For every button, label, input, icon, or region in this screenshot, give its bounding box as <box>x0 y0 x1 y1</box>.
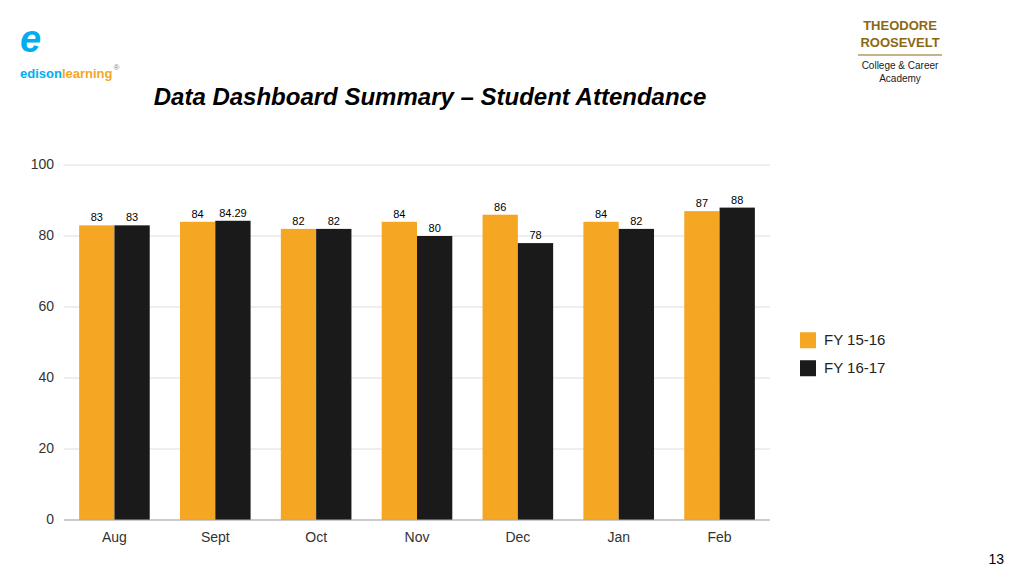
logo-text: edison <box>20 66 62 81</box>
y-tick-label: 20 <box>38 440 54 456</box>
data-label: 82 <box>630 215 642 227</box>
page-number: 13 <box>988 551 1004 567</box>
legend-swatch <box>800 360 816 376</box>
legend-label: FY 16-17 <box>824 359 885 376</box>
logo-text: THEODORE <box>863 18 937 33</box>
logo-mark: e <box>20 18 41 60</box>
data-label: 84 <box>595 208 607 220</box>
logo-text: Academy <box>879 73 921 84</box>
x-tick-label: Dec <box>505 529 530 545</box>
legend-swatch <box>800 332 816 348</box>
data-label: 83 <box>91 211 103 223</box>
data-label: 84 <box>393 208 405 220</box>
bar <box>518 243 553 520</box>
bar <box>114 225 149 520</box>
bars <box>79 208 755 520</box>
logo-text: College & Career <box>862 60 939 71</box>
x-tick-label: Nov <box>405 529 430 545</box>
data-label: 84 <box>192 208 204 220</box>
background <box>0 0 1024 576</box>
data-label: 82 <box>292 215 304 227</box>
data-label: 80 <box>429 222 441 234</box>
logo-divider <box>858 55 942 56</box>
y-tick-label: 80 <box>38 227 54 243</box>
bar <box>382 222 417 520</box>
data-label: 84.29 <box>219 207 247 219</box>
grid <box>64 165 770 520</box>
x-tick-label: Jan <box>607 529 630 545</box>
bar <box>316 229 351 520</box>
chart: 0 20 40 60 80 100 83 84 82 84 86 84 87 83 84.29 82 80 78 8… <box>0 0 1024 576</box>
data-label: 88 <box>731 194 743 206</box>
bar <box>281 229 316 520</box>
bar <box>583 222 618 520</box>
y-tick-label: 40 <box>38 369 54 385</box>
x-tick-label: Oct <box>305 529 327 545</box>
bar <box>180 222 215 520</box>
logo-text: learning <box>62 66 113 81</box>
bar <box>79 225 114 520</box>
bar <box>215 221 250 520</box>
bar <box>619 229 654 520</box>
y-tick-label: 0 <box>46 511 54 527</box>
y-tick-label: 100 <box>31 156 55 172</box>
data-label: 82 <box>328 215 340 227</box>
x-tick-label: Feb <box>708 529 732 545</box>
data-label: 86 <box>494 201 506 213</box>
data-label: 87 <box>696 197 708 209</box>
x-tick-label: Aug <box>102 529 127 545</box>
logo-text: ® <box>113 63 119 72</box>
x-axis-line <box>64 520 770 521</box>
bar <box>684 211 719 520</box>
bar <box>720 208 755 520</box>
data-label: 78 <box>529 229 541 241</box>
logo-text: ROOSEVELT <box>860 35 939 50</box>
bar <box>483 215 518 520</box>
legend: FY 15-16 FY 16-17 <box>800 331 885 376</box>
grid-line <box>64 520 770 521</box>
y-tick-label: 60 <box>38 298 54 314</box>
grid-line <box>64 165 770 166</box>
bar <box>417 236 452 520</box>
title: Data Dashboard Summary – Student Attenda… <box>154 83 707 110</box>
x-tick-label: Sept <box>201 529 230 545</box>
legend-label: FY 15-16 <box>824 331 885 348</box>
data-label: 83 <box>126 211 138 223</box>
